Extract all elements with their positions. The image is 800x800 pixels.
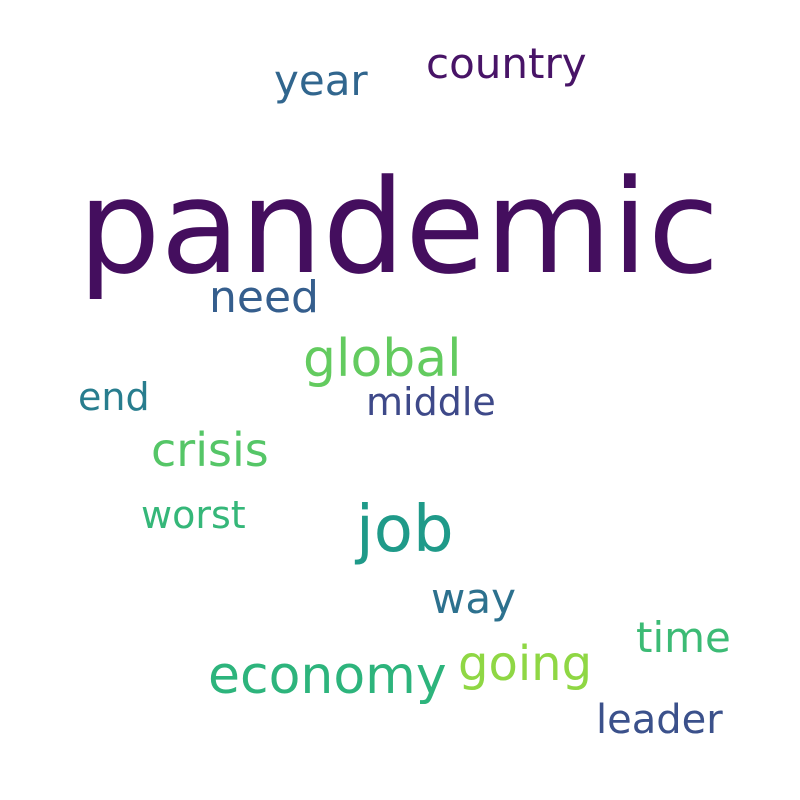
word-global: global — [303, 329, 462, 389]
word-end: end — [78, 375, 150, 419]
word-crisis: crisis — [151, 423, 269, 477]
word-need: need — [209, 272, 319, 323]
word-economy: economy — [208, 646, 447, 706]
word-job: job — [356, 493, 454, 567]
word-worst: worst — [141, 493, 246, 537]
word-time: time — [636, 613, 731, 662]
word-pandemic: pandemic — [78, 151, 720, 303]
word-country: country — [426, 39, 587, 88]
word-middle: middle — [366, 380, 496, 424]
word-year: year — [274, 56, 368, 105]
word-way: way — [431, 574, 516, 623]
word-leader: leader — [596, 697, 723, 743]
word-going: going — [458, 636, 593, 692]
